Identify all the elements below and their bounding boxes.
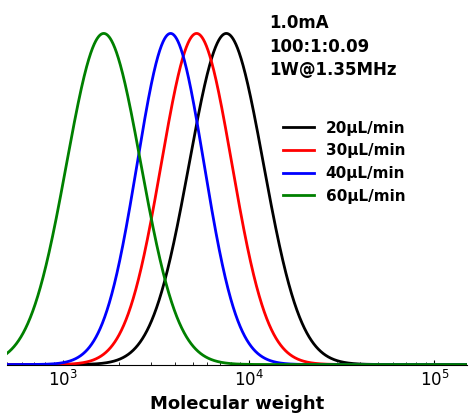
60μL/min: [84, 64, 90, 69]
Legend: 20μL/min, 30μL/min, 40μL/min, 60μL/min: 20μL/min, 30μL/min, 40μL/min, 60μL/min: [277, 115, 411, 210]
20μL/min: [84, 362, 90, 367]
40μL/min: [56, 361, 62, 366]
30μL/min: [194, 31, 200, 36]
30μL/min: [201, 37, 206, 42]
40μL/min: [4, 362, 10, 367]
30μL/min: [464, 362, 470, 367]
60μL/min: [56, 200, 62, 205]
X-axis label: Molecular weight: Molecular weight: [150, 395, 324, 413]
40μL/min: [456, 362, 461, 367]
Line: 40μL/min: 40μL/min: [7, 34, 467, 365]
60μL/min: [201, 353, 206, 358]
20μL/min: [56, 362, 62, 367]
60μL/min: [406, 362, 411, 367]
60μL/min: [456, 362, 461, 367]
60μL/min: [181, 329, 186, 334]
20μL/min: [224, 31, 229, 36]
30μL/min: [181, 53, 186, 58]
20μL/min: [406, 362, 411, 367]
30μL/min: [406, 362, 411, 367]
30μL/min: [4, 362, 10, 367]
40μL/min: [464, 362, 470, 367]
40μL/min: [201, 158, 206, 163]
30μL/min: [56, 362, 62, 367]
60μL/min: [4, 351, 10, 356]
20μL/min: [181, 192, 186, 197]
20μL/min: [201, 89, 206, 94]
Line: 20μL/min: 20μL/min: [7, 34, 467, 365]
Line: 60μL/min: 60μL/min: [7, 34, 467, 365]
Line: 30μL/min: 30μL/min: [7, 34, 467, 365]
40μL/min: [406, 362, 411, 367]
30μL/min: [84, 360, 90, 365]
40μL/min: [168, 31, 173, 36]
30μL/min: [456, 362, 461, 367]
60μL/min: [464, 362, 470, 367]
20μL/min: [464, 362, 470, 367]
60μL/min: [101, 31, 107, 36]
40μL/min: [181, 55, 186, 60]
20μL/min: [4, 362, 10, 367]
40μL/min: [84, 348, 90, 353]
20μL/min: [456, 362, 461, 367]
Text: 1.0mA
100:1:0.09
1W@1.35MHz: 1.0mA 100:1:0.09 1W@1.35MHz: [269, 14, 397, 79]
